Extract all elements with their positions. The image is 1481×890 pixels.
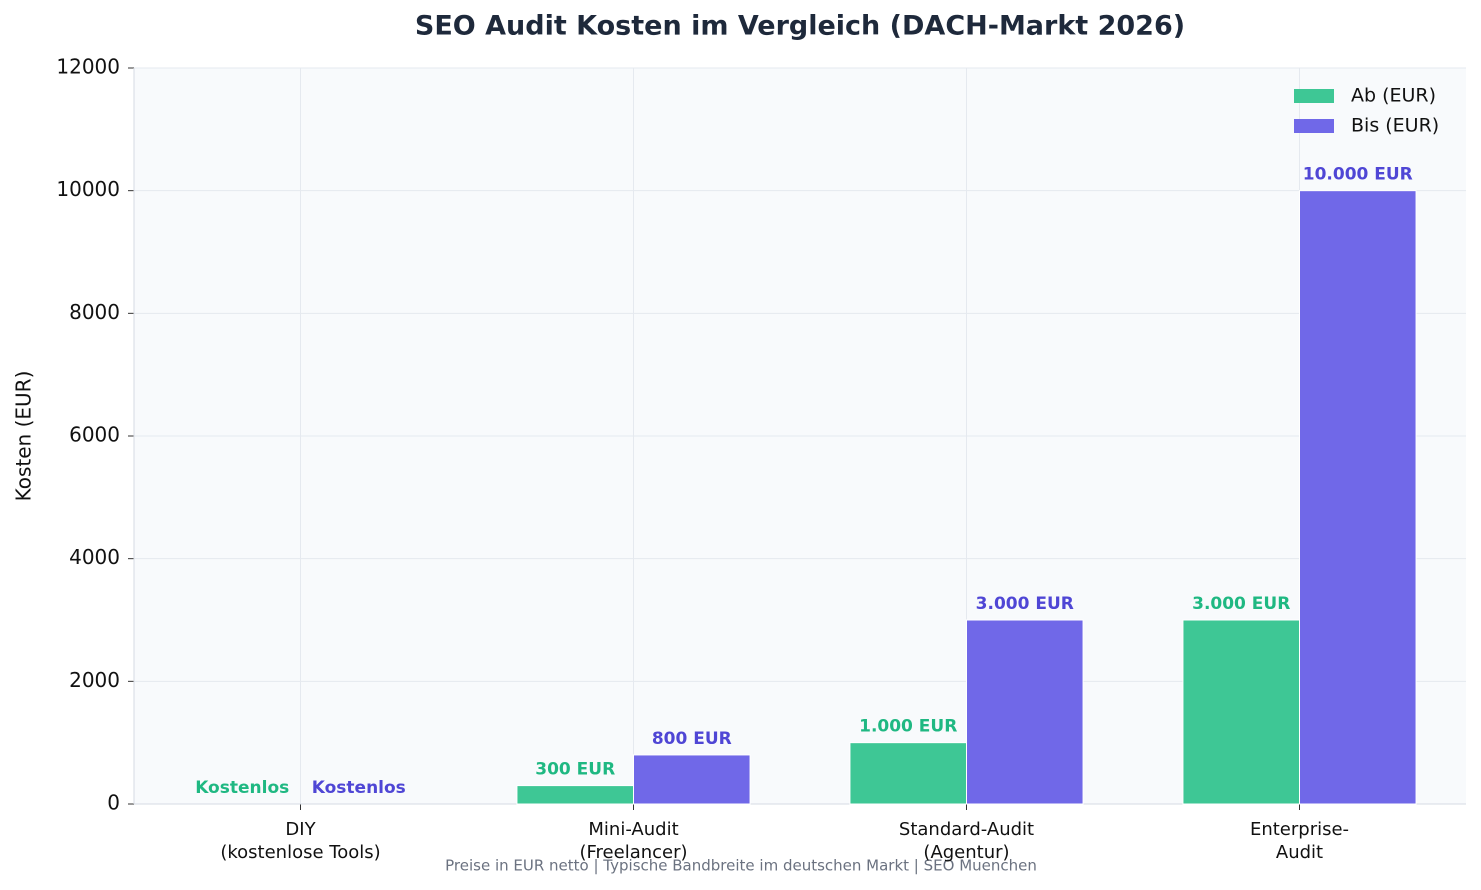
bar — [633, 754, 751, 805]
value-label: 800 EUR — [652, 729, 732, 749]
legend-swatch — [1294, 119, 1334, 133]
y-tick-label: 4000 — [69, 545, 120, 569]
y-axis-label: Kosten (EUR) — [12, 371, 36, 502]
y-tick-label: 6000 — [69, 423, 120, 447]
value-label: Kostenlos — [312, 778, 406, 798]
value-label: Kostenlos — [195, 778, 289, 798]
bar — [966, 619, 1084, 805]
bar — [1299, 190, 1417, 805]
value-label: 3.000 EUR — [1192, 594, 1290, 614]
value-label: 3.000 EUR — [976, 594, 1074, 614]
value-label: 1.000 EUR — [859, 717, 957, 737]
y-tick-label: 12000 — [56, 55, 120, 79]
bar — [516, 785, 635, 805]
x-tick-label: DIY (kostenlose Tools) — [220, 819, 381, 863]
legend-label: Bis (EUR) — [1351, 115, 1439, 137]
legend-swatch — [1294, 89, 1334, 103]
x-tick-label: Enterprise- Audit — [1249, 819, 1350, 863]
value-label: 300 EUR — [535, 760, 615, 780]
x-tick-label: Standard-Audit (Agentur) — [898, 819, 1035, 863]
bar — [1182, 619, 1300, 805]
bar — [849, 742, 968, 805]
y-tick-label: 8000 — [69, 300, 120, 324]
legend-label: Ab (EUR) — [1351, 85, 1436, 107]
y-tick-label: 0 — [107, 791, 120, 815]
x-tick-label: Mini-Audit (Freelancer) — [579, 819, 688, 863]
value-label: 10.000 EUR — [1303, 165, 1413, 185]
y-tick-label: 10000 — [56, 177, 120, 201]
footnote: Preise in EUR netto | Typische Bandbreit… — [445, 857, 1037, 875]
chart-title: SEO Audit Kosten im Vergleich (DACH-Mark… — [415, 11, 1185, 42]
y-tick-label: 2000 — [69, 668, 120, 692]
